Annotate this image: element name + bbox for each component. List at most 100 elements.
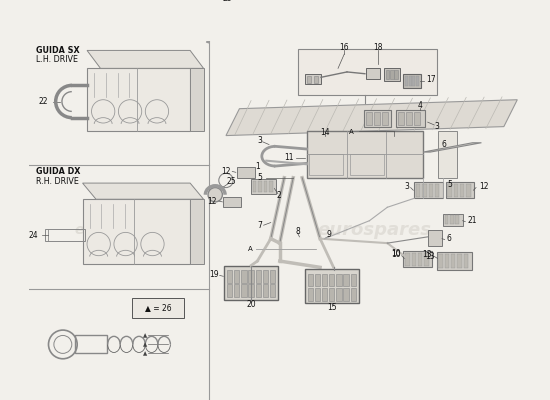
Bar [364, 110, 391, 127]
Text: 2: 2 [277, 191, 281, 200]
Bar [405, 76, 408, 86]
Text: 22: 22 [39, 97, 48, 106]
Bar [307, 274, 313, 286]
Text: 12: 12 [478, 182, 488, 191]
Text: 19: 19 [209, 270, 219, 279]
Text: ▲ = 26: ▲ = 26 [145, 303, 171, 312]
Bar [416, 76, 419, 86]
Polygon shape [190, 199, 204, 264]
Bar [322, 288, 327, 300]
Bar [366, 112, 372, 125]
Text: 3: 3 [405, 182, 410, 191]
Bar [435, 184, 439, 196]
Bar [455, 215, 459, 224]
Text: 25: 25 [227, 177, 236, 186]
Bar [422, 184, 427, 196]
Text: ▲: ▲ [143, 351, 147, 356]
Bar [322, 274, 327, 286]
Bar [298, 49, 437, 95]
Bar [249, 270, 254, 282]
Text: 1: 1 [255, 162, 260, 172]
Bar [263, 284, 268, 297]
Text: ▲: ▲ [143, 342, 147, 347]
Bar [394, 70, 398, 79]
Bar [412, 76, 415, 86]
Polygon shape [190, 68, 204, 131]
Text: 17: 17 [426, 75, 436, 84]
Bar [329, 288, 334, 300]
Text: 13: 13 [422, 250, 432, 259]
Bar [416, 184, 421, 196]
Bar [336, 274, 342, 286]
Text: A: A [349, 129, 353, 135]
Polygon shape [87, 50, 204, 68]
Bar [414, 112, 421, 125]
Bar [234, 284, 239, 297]
Bar [460, 184, 464, 196]
Bar [270, 284, 276, 297]
Bar [253, 181, 256, 192]
Bar [82, 199, 190, 264]
Bar [446, 182, 474, 198]
Bar [256, 270, 261, 282]
Text: 6: 6 [447, 234, 452, 243]
Text: eurospares: eurospares [317, 221, 431, 239]
Bar [409, 76, 411, 86]
Text: A: A [248, 246, 253, 252]
Bar [350, 154, 384, 175]
Bar [307, 288, 313, 300]
Bar [457, 254, 461, 268]
Bar [447, 184, 452, 196]
Bar [382, 112, 388, 125]
Text: 20: 20 [246, 300, 256, 308]
Text: 6: 6 [441, 140, 446, 149]
Bar [343, 274, 349, 286]
Bar [386, 70, 389, 79]
Bar [132, 298, 184, 318]
Text: 12: 12 [207, 196, 217, 206]
Bar [443, 214, 463, 226]
Bar [414, 182, 443, 198]
Bar [418, 253, 422, 266]
Text: eurospares: eurospares [75, 223, 162, 237]
Bar [314, 76, 318, 83]
Bar [350, 274, 356, 286]
Circle shape [208, 188, 222, 202]
Text: 11: 11 [284, 154, 294, 162]
Bar [428, 230, 442, 246]
Bar [227, 284, 232, 297]
Text: 8: 8 [295, 227, 300, 236]
Text: 10: 10 [391, 250, 401, 259]
Bar [390, 70, 394, 79]
Polygon shape [226, 100, 518, 136]
Text: GUIDA DX: GUIDA DX [36, 167, 80, 176]
Bar [406, 112, 412, 125]
Text: 24: 24 [28, 230, 38, 240]
Polygon shape [82, 183, 204, 199]
Bar [270, 270, 276, 282]
Bar [397, 110, 425, 127]
Bar [75, 336, 107, 353]
Bar [227, 270, 232, 282]
Text: 13: 13 [425, 252, 435, 261]
Text: 5: 5 [257, 173, 262, 182]
Text: ▲: ▲ [143, 333, 147, 338]
Text: 18: 18 [373, 43, 383, 52]
Bar [428, 184, 433, 196]
Bar [398, 112, 404, 125]
Bar [234, 270, 239, 282]
Text: 3: 3 [434, 122, 439, 131]
Bar [451, 254, 455, 268]
Text: 5: 5 [448, 180, 453, 189]
Bar [45, 229, 85, 241]
Bar [329, 274, 334, 286]
Text: GUIDA SX: GUIDA SX [36, 46, 80, 55]
Text: 12: 12 [221, 167, 230, 176]
Bar [258, 181, 262, 192]
Polygon shape [423, 143, 481, 152]
Text: 15: 15 [327, 303, 337, 312]
Bar [450, 215, 454, 224]
Text: 7: 7 [257, 221, 262, 230]
Bar [241, 270, 246, 282]
Bar [437, 131, 457, 178]
